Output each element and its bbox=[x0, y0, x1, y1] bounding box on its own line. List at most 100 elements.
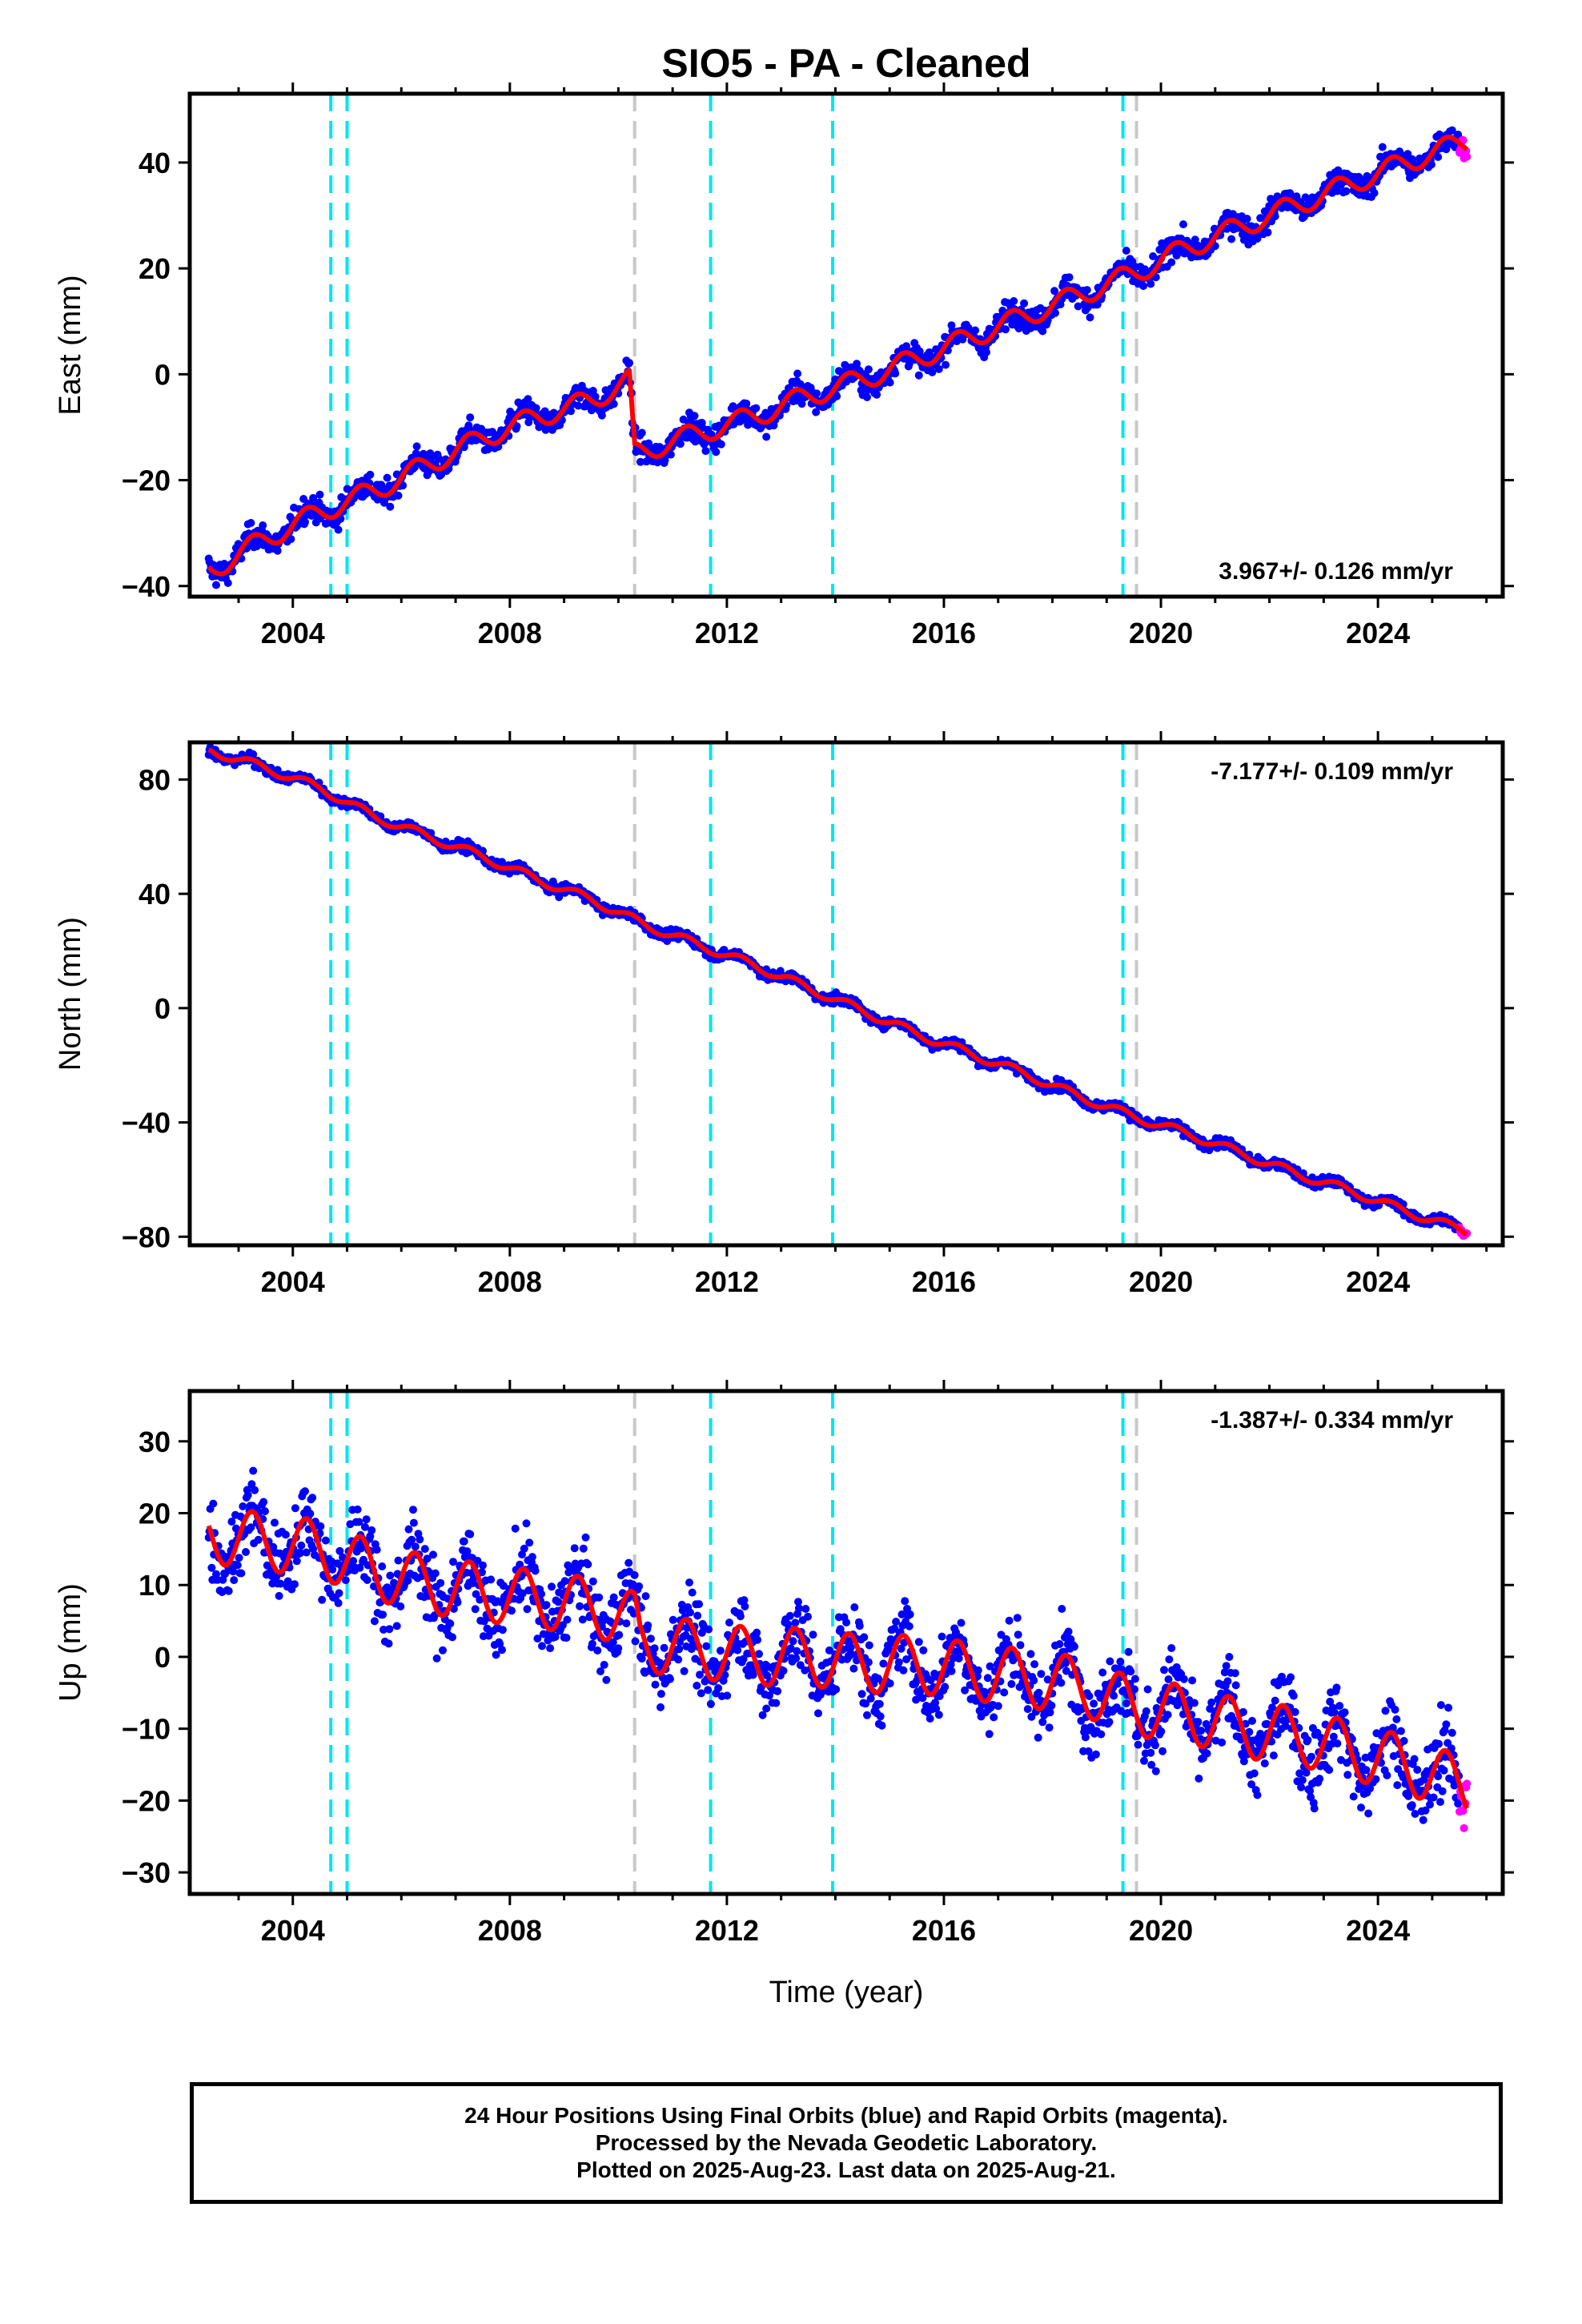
final-orbit-point bbox=[435, 454, 444, 463]
final-orbit-point bbox=[792, 1654, 801, 1663]
x-tick-label: 2008 bbox=[478, 1265, 542, 1298]
final-orbit-point bbox=[1191, 235, 1199, 244]
final-orbit-point bbox=[487, 1575, 496, 1584]
final-orbit-point bbox=[990, 1713, 998, 1722]
final-orbit-point bbox=[891, 369, 900, 378]
final-orbit-point bbox=[752, 404, 761, 412]
final-orbit-point bbox=[1167, 258, 1176, 267]
final-orbit-point bbox=[243, 1490, 252, 1499]
final-orbit-point bbox=[947, 1667, 956, 1675]
final-orbit-point bbox=[736, 1612, 745, 1621]
final-orbit-point bbox=[316, 1522, 325, 1530]
final-orbit-point bbox=[994, 1702, 1002, 1711]
final-orbit-point bbox=[460, 1537, 468, 1546]
final-orbit-point bbox=[1126, 1667, 1135, 1676]
final-orbit-point bbox=[349, 1557, 358, 1566]
final-orbit-point bbox=[1243, 215, 1251, 223]
final-orbit-point bbox=[237, 1569, 246, 1578]
final-orbit-point bbox=[1223, 1677, 1232, 1686]
final-orbit-point bbox=[656, 1690, 665, 1699]
final-orbit-point bbox=[466, 413, 475, 422]
final-orbit-point bbox=[812, 408, 821, 416]
final-orbit-point bbox=[439, 1646, 447, 1655]
final-orbit-point bbox=[404, 1576, 412, 1585]
final-orbit-point bbox=[299, 495, 308, 503]
final-orbit-point bbox=[646, 1634, 655, 1643]
final-orbit-point bbox=[1222, 1662, 1231, 1671]
final-orbit-point bbox=[431, 1569, 440, 1578]
final-orbit-point bbox=[383, 473, 391, 482]
final-orbit-point bbox=[875, 1699, 884, 1708]
velocity-rate-label: 3.967+/- 0.126 mm/yr bbox=[1219, 558, 1453, 585]
final-orbit-point bbox=[386, 1571, 395, 1580]
final-orbit-point bbox=[1239, 1757, 1248, 1766]
final-orbit-point bbox=[602, 1675, 611, 1684]
final-orbit-point bbox=[254, 1535, 263, 1544]
final-orbit-point bbox=[334, 525, 343, 534]
final-orbit-point bbox=[1037, 1670, 1046, 1679]
final-orbit-point bbox=[1082, 286, 1091, 295]
panel-2: 2004 2008 2012 2016 2020 2024−80−4004080North… bbox=[54, 731, 1514, 1298]
x-tick-label: 2004 bbox=[261, 617, 325, 649]
final-orbit-point bbox=[934, 364, 943, 373]
final-orbit-point bbox=[1370, 189, 1379, 197]
final-orbit-point bbox=[915, 347, 924, 356]
final-orbit-point bbox=[370, 1617, 379, 1626]
final-orbit-point bbox=[938, 1632, 946, 1641]
final-orbit-point bbox=[1026, 1650, 1035, 1659]
final-orbit-point bbox=[1378, 143, 1387, 151]
final-orbit-point bbox=[512, 422, 521, 431]
final-orbit-point bbox=[1051, 308, 1059, 317]
final-orbit-point bbox=[832, 1685, 841, 1694]
final-orbit-point bbox=[635, 1582, 644, 1590]
final-orbit-point bbox=[1030, 1660, 1039, 1669]
final-orbit-point bbox=[466, 1530, 475, 1538]
final-orbit-point bbox=[249, 750, 258, 758]
final-orbit-point bbox=[273, 766, 282, 774]
final-orbit-point bbox=[1194, 1718, 1203, 1727]
final-orbit-point bbox=[762, 432, 771, 441]
final-orbit-point bbox=[1142, 1707, 1150, 1715]
final-orbit-point bbox=[1143, 1685, 1152, 1694]
x-tick-label: 2024 bbox=[1346, 617, 1410, 649]
x-tick-label: 2020 bbox=[1129, 1265, 1193, 1298]
final-orbit-point bbox=[548, 1582, 556, 1591]
final-orbit-point bbox=[522, 1519, 531, 1528]
final-orbit-point bbox=[614, 1644, 623, 1653]
final-orbit-point bbox=[1013, 1614, 1022, 1622]
final-orbit-point bbox=[562, 1634, 571, 1642]
final-orbit-point bbox=[1140, 1756, 1148, 1765]
final-orbit-point bbox=[797, 400, 806, 408]
final-orbit-point bbox=[1427, 160, 1435, 169]
final-orbit-point bbox=[706, 1699, 715, 1708]
final-orbit-point bbox=[399, 481, 408, 490]
final-orbit-point bbox=[685, 1578, 693, 1587]
y-tick-label: 80 bbox=[139, 763, 171, 796]
final-orbit-point bbox=[230, 1576, 239, 1585]
final-orbit-point bbox=[983, 1674, 992, 1683]
final-orbit-point bbox=[954, 1654, 963, 1663]
final-orbit-point bbox=[919, 1646, 928, 1655]
final-orbit-point bbox=[309, 493, 318, 502]
final-orbit-point bbox=[328, 1565, 337, 1574]
final-orbit-point bbox=[666, 450, 675, 459]
final-orbit-point bbox=[717, 440, 725, 448]
final-orbit-point bbox=[693, 1611, 702, 1620]
final-orbit-point bbox=[1139, 282, 1148, 291]
final-orbit-point bbox=[528, 1553, 536, 1562]
final-orbit-point bbox=[636, 457, 644, 466]
final-orbit-point bbox=[804, 1612, 812, 1621]
final-orbit-point bbox=[223, 579, 232, 587]
final-orbit-point bbox=[1165, 1655, 1174, 1664]
final-orbit-point bbox=[291, 1504, 299, 1513]
final-orbit-point bbox=[885, 1679, 894, 1688]
final-orbit-point bbox=[864, 365, 873, 374]
final-orbit-point bbox=[666, 1675, 674, 1683]
final-orbit-point bbox=[334, 1598, 343, 1607]
final-orbit-point bbox=[644, 1621, 652, 1630]
final-orbit-point bbox=[656, 1703, 665, 1711]
final-orbit-point bbox=[676, 440, 685, 448]
final-orbit-point bbox=[928, 368, 937, 376]
final-orbit-point bbox=[863, 1711, 871, 1719]
